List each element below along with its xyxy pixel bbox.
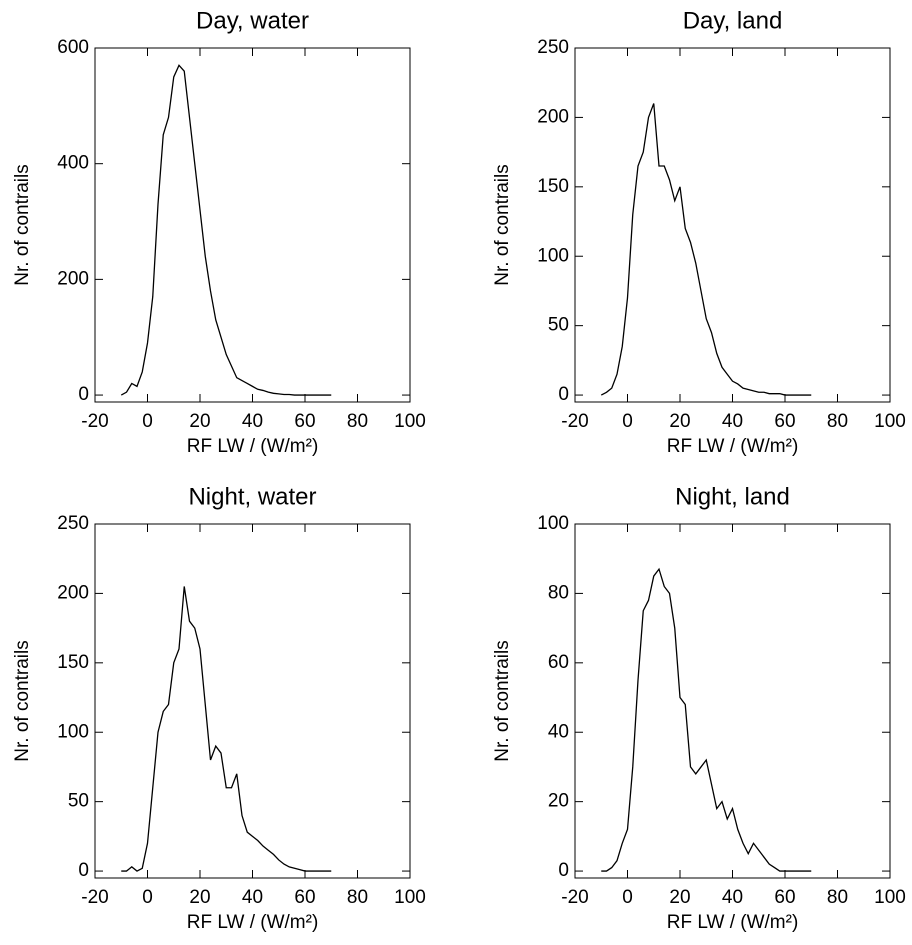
y-tick-label: 0	[78, 860, 89, 881]
x-tick-label: 100	[874, 411, 906, 432]
x-tick-label: 0	[142, 887, 153, 908]
x-tick-label: -20	[81, 887, 108, 908]
x-tick-label: 40	[722, 411, 743, 432]
y-tick-label: 250	[57, 513, 89, 534]
data-line	[601, 567, 812, 872]
y-tick-label: 150	[537, 176, 569, 197]
x-tick-label: -20	[561, 887, 588, 908]
y-tick-label: 600	[57, 37, 89, 58]
x-tick-label: 60	[294, 887, 315, 908]
x-tick-label: 60	[774, 411, 795, 432]
data-line	[121, 586, 332, 872]
chart-title: Night, land	[675, 483, 790, 510]
x-axis-label: RF LW / (W/m²)	[187, 436, 319, 457]
x-tick-label: -20	[81, 411, 108, 432]
panel: -20 0 20 40 60 80 100 0 50 100 150 200 250 Day, land R…	[492, 7, 906, 457]
y-tick-label: 400	[57, 153, 89, 174]
y-tick-label: 60	[548, 652, 569, 673]
x-tick-label: 40	[242, 887, 263, 908]
y-tick-label: 100	[537, 513, 569, 534]
y-tick-label: 0	[558, 860, 569, 881]
panel: -20 0 20 40 60 80 100 0 20 40 60 80 100 Night, land RF…	[492, 483, 906, 933]
x-tick-label: 80	[827, 411, 848, 432]
y-axis-label: Nr. of contrails	[12, 640, 33, 761]
y-tick-label: 250	[537, 37, 569, 58]
plot-frame	[94, 47, 411, 403]
x-axis-label: RF LW / (W/m²)	[187, 912, 319, 933]
y-tick-label: 200	[57, 582, 89, 603]
x-tick-label: 20	[189, 887, 210, 908]
y-tick-label: 100	[57, 721, 89, 742]
panel: -20 0 20 40 60 80 100 0 50 100 150 200 250 Night, wat…	[12, 483, 426, 933]
x-axis-label: RF LW / (W/m²)	[667, 436, 799, 457]
x-tick-label: 0	[622, 411, 633, 432]
data-line	[600, 103, 812, 396]
y-tick-label: 50	[548, 315, 569, 336]
x-tick-label: -20	[561, 411, 588, 432]
y-axis-label: Nr. of contrails	[12, 164, 33, 285]
y-tick-label: 200	[537, 106, 569, 127]
x-tick-label: 100	[874, 887, 906, 908]
x-tick-label: 20	[669, 411, 690, 432]
chart-title: Day, water	[196, 7, 309, 34]
x-tick-label: 20	[669, 887, 690, 908]
y-axis-label: Nr. of contrails	[492, 164, 513, 285]
x-tick-label: 80	[347, 411, 368, 432]
plot-frame	[94, 523, 411, 879]
chart-title: Day, land	[683, 7, 783, 34]
chart-title: Night, water	[188, 483, 316, 510]
y-tick-label: 0	[558, 384, 569, 405]
x-tick-label: 80	[347, 887, 368, 908]
x-tick-label: 80	[827, 887, 848, 908]
plot-frame	[574, 523, 891, 879]
y-tick-label: 50	[68, 791, 89, 812]
x-tick-label: 40	[722, 887, 743, 908]
y-tick-label: 100	[537, 245, 569, 266]
x-tick-label: 100	[394, 887, 426, 908]
x-tick-label: 20	[189, 411, 210, 432]
y-axis-label: Nr. of contrails	[492, 640, 513, 761]
y-tick-label: 200	[57, 268, 89, 289]
y-tick-label: 20	[548, 791, 569, 812]
x-tick-label: 60	[774, 887, 795, 908]
y-tick-label: 80	[548, 582, 569, 603]
x-tick-label: 0	[142, 411, 153, 432]
y-tick-label: 150	[57, 652, 89, 673]
y-tick-label: 0	[78, 384, 89, 405]
data-line	[120, 64, 332, 396]
x-tick-label: 0	[622, 887, 633, 908]
x-tick-label: 40	[242, 411, 263, 432]
x-axis-label: RF LW / (W/m²)	[667, 912, 799, 933]
y-tick-label: 40	[548, 721, 569, 742]
x-tick-label: 60	[294, 411, 315, 432]
panel: -20 0 20 40 60 80 100 0 200 400 600 Day, water RF LW…	[12, 7, 426, 457]
x-tick-label: 100	[394, 411, 426, 432]
